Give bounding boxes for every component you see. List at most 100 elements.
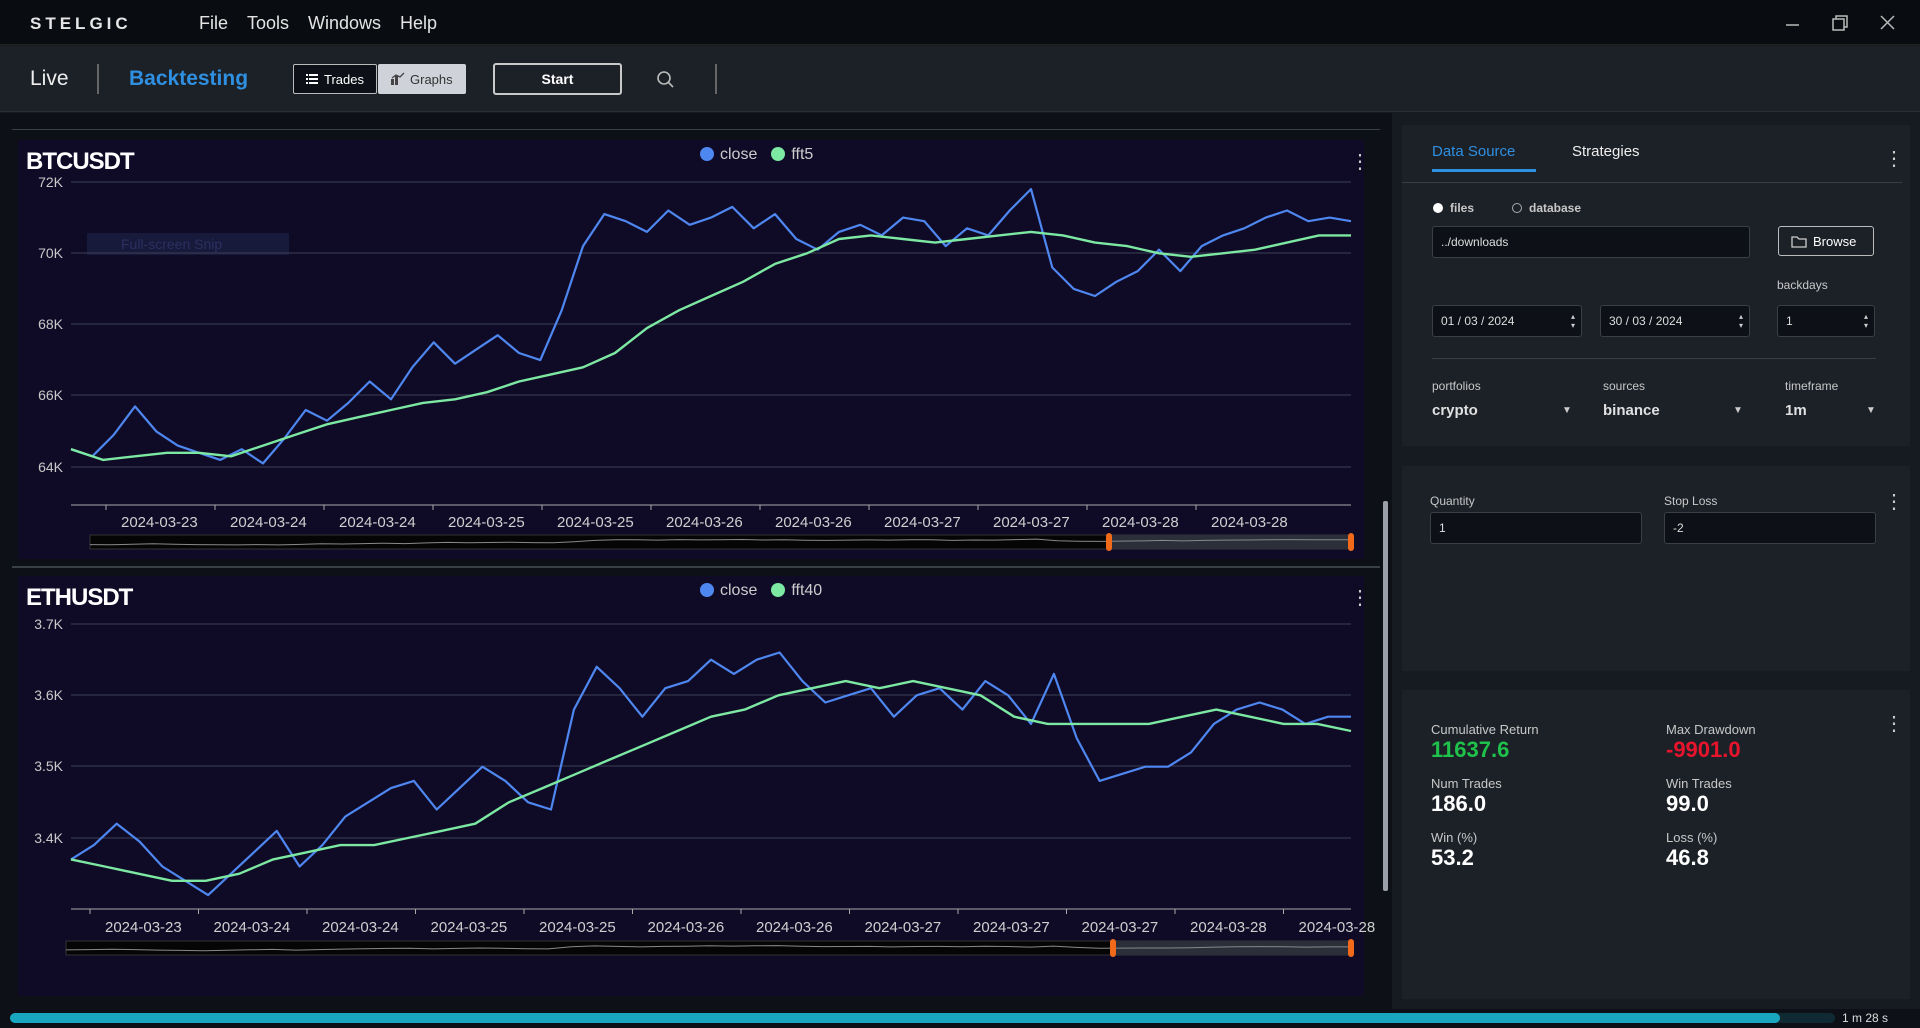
browse-button[interactable]: Browse bbox=[1778, 226, 1874, 256]
panel-menu-icon[interactable]: ⋮ bbox=[1884, 713, 1904, 735]
graphs-label: Graphs bbox=[410, 71, 453, 87]
eth-chart[interactable]: ETHUSDT close fft40 ⋮ 3.7K 3.6K 3.5K 3.4K 20… bbox=[18, 576, 1375, 996]
y-tick-label: 3.5K bbox=[34, 758, 63, 774]
folder-icon bbox=[1791, 235, 1807, 248]
panel-menu-icon[interactable]: ⋮ bbox=[1884, 148, 1904, 170]
y-tick-label: 3.7K bbox=[34, 616, 63, 632]
backdays-value: 1 bbox=[1786, 314, 1793, 328]
x-tick-label: 2024-03-25 bbox=[557, 514, 634, 531]
series-fft40 bbox=[70, 679, 1352, 882]
navigator-handle[interactable] bbox=[1110, 939, 1116, 957]
divider bbox=[97, 64, 99, 94]
divider bbox=[715, 64, 717, 94]
loss-pct-label: Loss (%) bbox=[1666, 830, 1718, 845]
legend-close[interactable]: close bbox=[700, 582, 757, 600]
toolbar: Live Backtesting Trades Graphs Start bbox=[0, 46, 1920, 112]
portfolios-label: portfolios bbox=[1432, 379, 1481, 393]
navigator-handle[interactable] bbox=[1348, 939, 1354, 957]
backdays-label: backdays bbox=[1777, 278, 1828, 292]
btc-chart[interactable]: BTCUSDT close fft5 ⋮ Full-screen Snip 72… bbox=[18, 140, 1370, 559]
app-logo: STELGIC bbox=[30, 14, 132, 33]
minimize-icon[interactable] bbox=[1777, 10, 1807, 36]
progress-fill bbox=[10, 1013, 1781, 1023]
trades-button[interactable]: Trades bbox=[293, 64, 377, 94]
quantity-label: Quantity bbox=[1430, 494, 1475, 508]
elapsed-time: 1 m 28 s bbox=[1842, 1011, 1889, 1025]
chevron-down-icon: ▼ bbox=[1866, 405, 1876, 416]
menu-windows[interactable]: Windows bbox=[308, 13, 382, 33]
x-tick-label: 2024-03-23 bbox=[105, 919, 182, 936]
scrollbar[interactable] bbox=[1383, 501, 1388, 891]
chart-menu-icon[interactable]: ⋮ bbox=[1350, 587, 1370, 609]
navigator-handle[interactable] bbox=[1106, 533, 1112, 551]
y-tick-label: 68K bbox=[38, 316, 64, 332]
tab-strategies[interactable]: Strategies bbox=[1572, 143, 1640, 160]
timeframe-dropdown[interactable]: 1m ▼ bbox=[1785, 402, 1876, 419]
cum-return-label: Cumulative Return bbox=[1431, 722, 1539, 737]
navigator-window bbox=[1113, 941, 1352, 955]
tab-data-source[interactable]: Data Source bbox=[1432, 143, 1516, 160]
sources-dropdown[interactable]: binance ▼ bbox=[1603, 402, 1743, 419]
x-tick-label: 2024-03-25 bbox=[431, 919, 508, 936]
portfolios-value: crypto bbox=[1432, 402, 1478, 419]
divider bbox=[1432, 358, 1876, 359]
y-tick-label: 64K bbox=[38, 459, 64, 475]
win-trades-value: 99.0 bbox=[1666, 791, 1709, 816]
max-drawdown-value: -9901.0 bbox=[1666, 737, 1741, 762]
x-tick-label: 2024-03-28 bbox=[1211, 514, 1288, 531]
metrics-panel: ⋮ Cumulative Return 11637.6 Max Drawdown… bbox=[1402, 690, 1910, 999]
date-to-value: 30 / 03 / 2024 bbox=[1609, 314, 1683, 328]
date-to-input[interactable]: 30 / 03 / 2024 ▴ ▾ bbox=[1600, 305, 1750, 337]
menu-file[interactable]: File bbox=[199, 13, 229, 33]
radio-database[interactable] bbox=[1512, 203, 1522, 213]
timeframe-label: timeframe bbox=[1785, 379, 1839, 393]
num-trades-value: 186.0 bbox=[1431, 791, 1487, 816]
start-button[interactable]: Start bbox=[493, 63, 622, 95]
date-from-stepper[interactable]: ▴ ▾ bbox=[1570, 312, 1575, 330]
panel-menu-icon[interactable]: ⋮ bbox=[1884, 491, 1904, 513]
portfolios-dropdown[interactable]: crypto ▼ bbox=[1432, 402, 1572, 419]
navigator-handle[interactable] bbox=[1348, 533, 1354, 551]
sources-value: binance bbox=[1603, 402, 1660, 419]
win-trades-label: Win Trades bbox=[1666, 776, 1732, 791]
y-tick-label: 72K bbox=[38, 174, 64, 190]
x-tick-label: 2024-03-23 bbox=[121, 514, 198, 531]
search-icon[interactable] bbox=[655, 68, 677, 90]
x-tick-label: 2024-03-24 bbox=[339, 514, 416, 531]
series-close bbox=[70, 187, 1352, 465]
ghost-label: Full-screen Snip bbox=[87, 233, 289, 255]
radio-database-label: database bbox=[1529, 201, 1582, 215]
stop-loss-input[interactable]: -2 bbox=[1664, 512, 1876, 544]
trades-label: Trades bbox=[324, 71, 364, 87]
chart-title: BTCUSDT bbox=[26, 148, 135, 175]
chevron-down-icon: ▼ bbox=[1562, 405, 1572, 416]
divider bbox=[1402, 182, 1902, 183]
menu-help[interactable]: Help bbox=[400, 13, 438, 33]
x-tick-label: 2024-03-26 bbox=[648, 919, 725, 936]
radio-files[interactable] bbox=[1433, 203, 1443, 213]
legend-fft40[interactable]: fft40 bbox=[771, 582, 822, 600]
date-to-stepper[interactable]: ▴ ▾ bbox=[1738, 312, 1743, 330]
y-tick-label: 3.6K bbox=[34, 687, 63, 703]
tab-backtesting[interactable]: Backtesting bbox=[129, 67, 249, 90]
quantity-input[interactable]: 1 bbox=[1430, 512, 1642, 544]
restore-icon[interactable] bbox=[1824, 10, 1854, 36]
backdays-input[interactable]: 1 ▴ ▾ bbox=[1777, 305, 1875, 337]
legend-fft5[interactable]: fft5 bbox=[771, 146, 813, 164]
menu-tools[interactable]: Tools bbox=[247, 13, 290, 33]
eth-plot: 3.7K 3.6K 3.5K 3.4K 2024-03-23 2024-03-24 2024… bbox=[34, 616, 1375, 957]
path-input[interactable]: ../downloads bbox=[1432, 226, 1750, 258]
legend-close[interactable]: close bbox=[700, 146, 757, 164]
tab-indicator bbox=[1432, 169, 1536, 172]
backdays-stepper[interactable]: ▴ ▾ bbox=[1863, 312, 1868, 330]
date-from-input[interactable]: 01 / 03 / 2024 ▴ ▾ bbox=[1432, 305, 1582, 337]
chart-menu-icon[interactable]: ⋮ bbox=[1350, 151, 1370, 173]
status-bar: 1 m 28 s bbox=[0, 1009, 1920, 1028]
x-tick-label: 2024-03-25 bbox=[539, 919, 616, 936]
x-tick-label: 2024-03-24 bbox=[230, 514, 307, 531]
chart-legend: close fft5 bbox=[700, 146, 813, 164]
close-icon[interactable] bbox=[1872, 10, 1902, 36]
graphs-button[interactable]: Graphs bbox=[378, 64, 466, 94]
tab-live[interactable]: Live bbox=[30, 67, 69, 90]
btc-plot: 72K 70K 68K 66K 64K 2024-03-23 2024-03-24 2024-… bbox=[38, 174, 1354, 551]
